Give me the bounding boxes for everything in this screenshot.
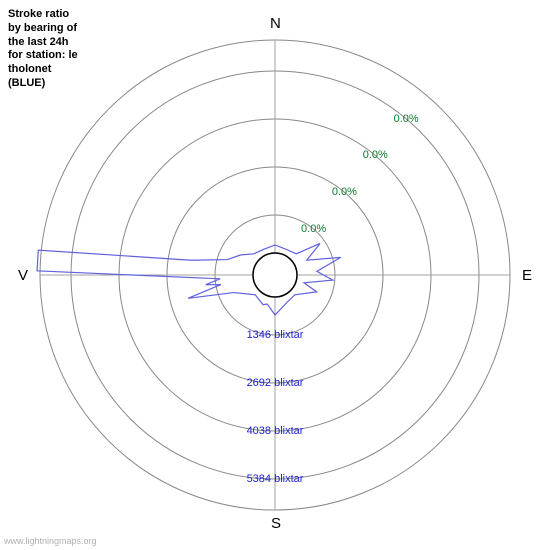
ring-label-green: 0.0% bbox=[301, 223, 326, 235]
ring-label-green: 0.0% bbox=[394, 113, 419, 125]
ring-label-blue: 4038 blixtar bbox=[247, 425, 304, 437]
compass-w: V bbox=[18, 267, 28, 284]
polar-chart bbox=[0, 0, 550, 550]
compass-e: E bbox=[522, 267, 532, 284]
compass-s: S bbox=[271, 515, 281, 532]
ring-label-green: 0.0% bbox=[363, 149, 388, 161]
ring-label-blue: 5384 blixtar bbox=[247, 473, 304, 485]
chart-title: Stroke ratioby bearing ofthe last 24hfor… bbox=[8, 8, 78, 91]
compass-n: N bbox=[270, 15, 281, 32]
ring-label-green: 0.0% bbox=[332, 186, 357, 198]
ring-label-blue: 2692 blixtar bbox=[247, 377, 304, 389]
attribution-text: www.lightningmaps.org bbox=[4, 536, 97, 546]
ring-label-blue: 1346 blixtar bbox=[247, 329, 304, 341]
